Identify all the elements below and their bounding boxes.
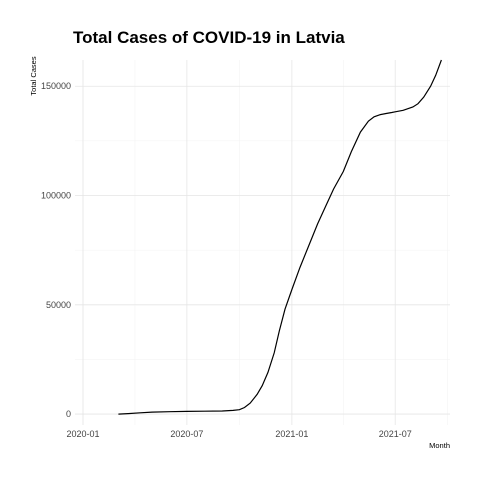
chart-title: Total Cases of COVID-19 in Latvia [73,28,345,47]
series [118,59,442,415]
x-tick-label: 2020-01 [66,429,99,439]
y-tick-label: 100000 [41,191,71,201]
y-tick-label: 0 [66,409,71,419]
y-tick-label: 150000 [41,81,71,91]
x-axis-label: Month [429,441,450,450]
y-tick-label: 50000 [46,300,71,310]
x-tick-label: 2021-01 [275,429,308,439]
y-tick-labels: 0 50000 100000 150000 [41,81,71,419]
x-tick-label: 2020-07 [170,429,203,439]
y-axis-label: Total Cases [29,56,38,95]
x-tick-labels: 2020-01 2020-07 2021-01 2021-07 [66,429,411,439]
series-line [118,59,442,415]
grid [75,60,450,425]
x-tick-label: 2021-07 [379,429,412,439]
